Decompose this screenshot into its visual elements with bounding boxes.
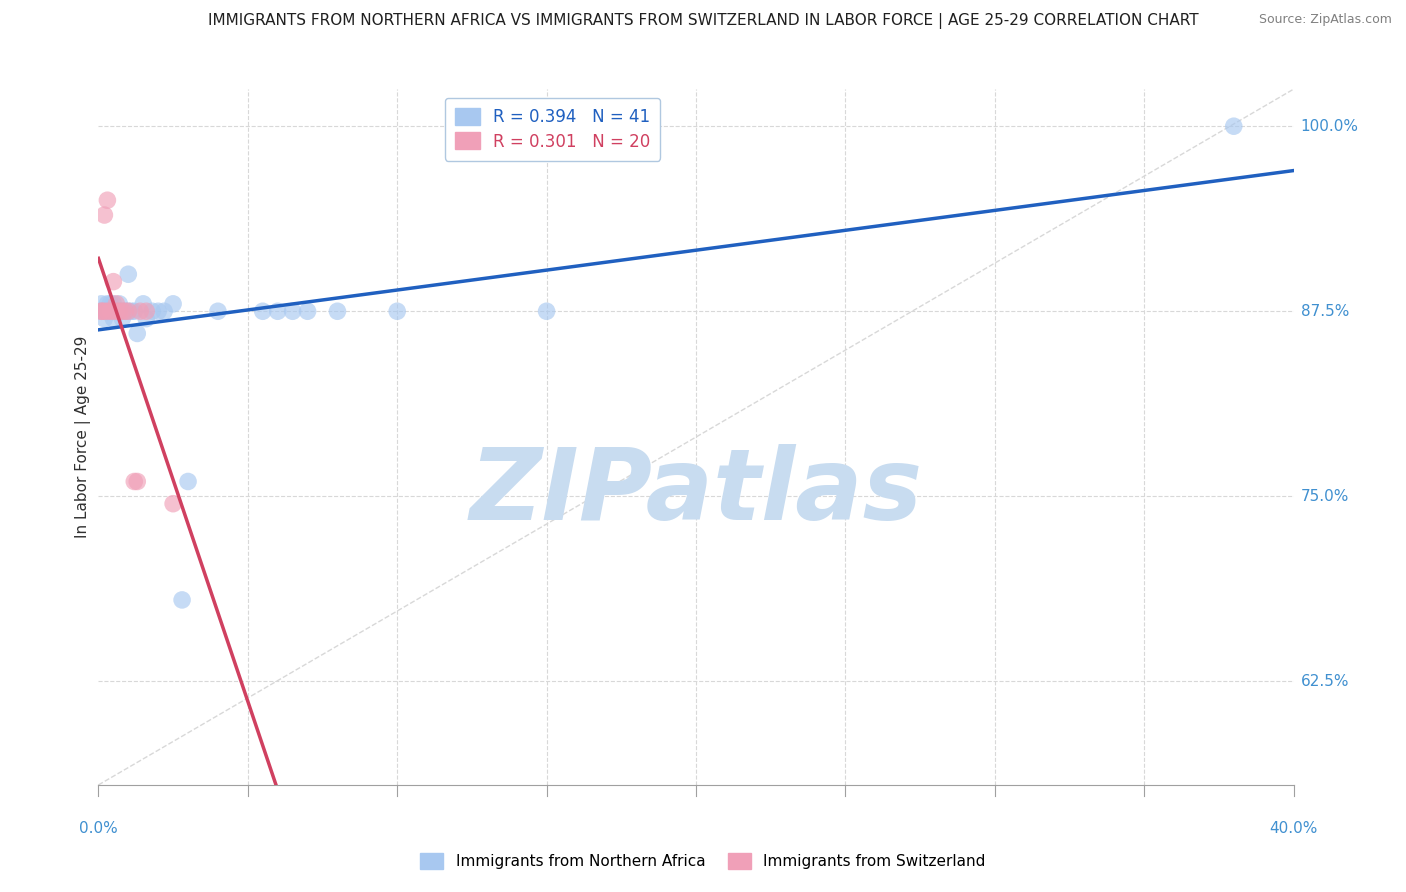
- Point: [103, 304, 125, 318]
- Point: [103, 275, 125, 289]
- Point: [117, 304, 139, 318]
- Point: [105, 304, 128, 318]
- Point: [103, 297, 125, 311]
- Text: 40.0%: 40.0%: [1270, 821, 1317, 836]
- Point: [96, 297, 118, 311]
- Point: [267, 304, 290, 318]
- Text: 75.0%: 75.0%: [1301, 489, 1348, 504]
- Point: [162, 297, 184, 311]
- Legend: Immigrants from Northern Africa, Immigrants from Switzerland: Immigrants from Northern Africa, Immigra…: [415, 847, 991, 875]
- Point: [297, 304, 319, 318]
- Point: [124, 475, 146, 489]
- Point: [108, 304, 131, 318]
- Point: [132, 297, 155, 311]
- Point: [177, 475, 200, 489]
- Point: [90, 304, 112, 318]
- Point: [141, 304, 163, 318]
- Point: [108, 304, 131, 318]
- Point: [252, 304, 274, 318]
- Point: [96, 304, 118, 318]
- Text: IMMIGRANTS FROM NORTHERN AFRICA VS IMMIGRANTS FROM SWITZERLAND IN LABOR FORCE | : IMMIGRANTS FROM NORTHERN AFRICA VS IMMIG…: [208, 13, 1198, 29]
- Point: [114, 304, 136, 318]
- Point: [326, 304, 349, 318]
- Point: [105, 297, 128, 311]
- Point: [103, 311, 125, 326]
- Point: [93, 304, 115, 318]
- Point: [120, 304, 142, 318]
- Point: [207, 304, 229, 318]
- Point: [124, 304, 146, 318]
- Point: [129, 304, 152, 318]
- Point: [96, 304, 118, 318]
- Point: [111, 304, 134, 318]
- Point: [98, 304, 122, 318]
- Point: [153, 304, 176, 318]
- Y-axis label: In Labor Force | Age 25-29: In Labor Force | Age 25-29: [76, 336, 91, 538]
- Text: 0.0%: 0.0%: [79, 821, 118, 836]
- Point: [105, 304, 128, 318]
- Point: [536, 304, 558, 318]
- Point: [98, 297, 122, 311]
- Point: [117, 267, 139, 281]
- Point: [281, 304, 304, 318]
- Legend: R = 0.394   N = 41, R = 0.301   N = 20: R = 0.394 N = 41, R = 0.301 N = 20: [444, 97, 661, 161]
- Point: [127, 475, 149, 489]
- Point: [127, 326, 149, 341]
- Point: [385, 304, 409, 318]
- Text: 62.5%: 62.5%: [1301, 673, 1348, 689]
- Point: [111, 304, 134, 318]
- Point: [96, 193, 118, 207]
- Point: [98, 304, 122, 318]
- Point: [93, 208, 115, 222]
- Text: 100.0%: 100.0%: [1301, 119, 1358, 134]
- Point: [172, 593, 194, 607]
- Point: [93, 311, 115, 326]
- Point: [108, 297, 131, 311]
- Point: [114, 304, 136, 318]
- Point: [103, 304, 125, 318]
- Point: [111, 311, 134, 326]
- Point: [90, 304, 112, 318]
- Point: [135, 304, 157, 318]
- Point: [162, 497, 184, 511]
- Point: [117, 304, 139, 318]
- Point: [93, 304, 115, 318]
- Point: [105, 304, 128, 318]
- Text: Source: ZipAtlas.com: Source: ZipAtlas.com: [1258, 13, 1392, 27]
- Point: [148, 304, 170, 318]
- Text: ZIPatlas: ZIPatlas: [470, 444, 922, 541]
- Point: [135, 311, 157, 326]
- Point: [1223, 119, 1246, 133]
- Point: [90, 304, 112, 318]
- Text: 87.5%: 87.5%: [1301, 304, 1348, 318]
- Point: [96, 304, 118, 318]
- Point: [90, 297, 112, 311]
